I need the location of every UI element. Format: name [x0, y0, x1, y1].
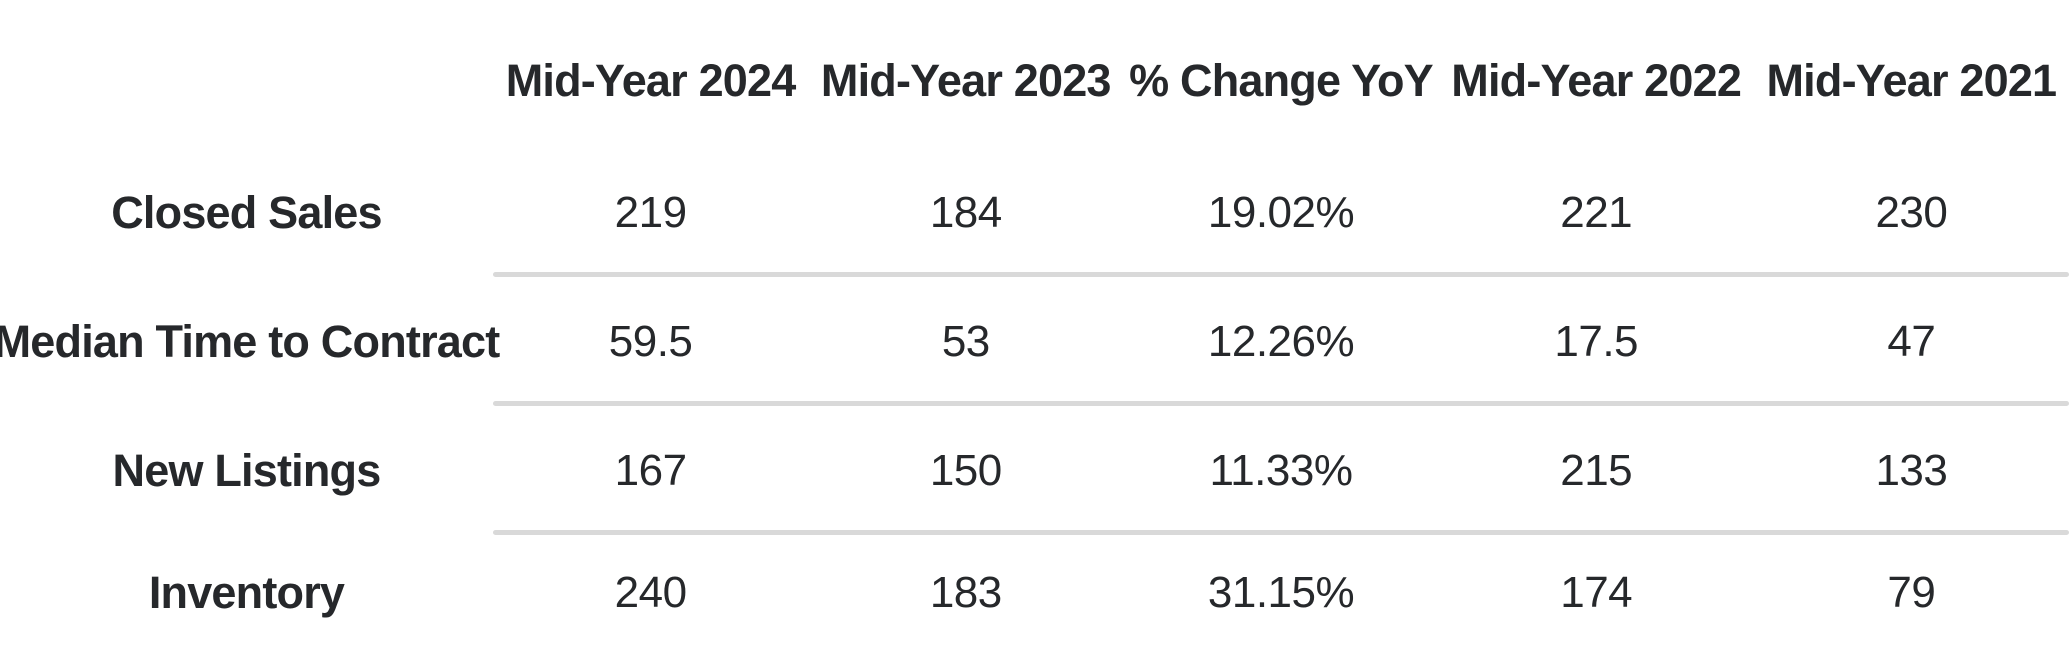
column-header-pct-change-yoy: % Change YoY: [1129, 55, 1434, 106]
cell-median-time-2023: 53: [941, 316, 990, 366]
cell-closed-sales-2023: 184: [929, 187, 1002, 237]
corner-cell: [0, 0, 493, 148]
column-header-mid-year-2022: Mid-Year 2022: [1451, 55, 1742, 106]
cell-inventory-2024: 240: [614, 567, 687, 617]
row-label-closed-sales: Closed Sales: [111, 186, 382, 238]
cell-median-time-2021: 47: [1887, 316, 1936, 366]
cell-closed-sales-yoy: 19.02%: [1207, 187, 1355, 237]
cell-inventory-2021: 79: [1887, 567, 1936, 617]
cell-closed-sales-2024: 219: [614, 187, 687, 237]
column-header-mid-year-2023: Mid-Year 2023: [820, 55, 1112, 106]
row-label-inventory: Inventory: [148, 566, 345, 618]
cell-inventory-2022: 174: [1560, 567, 1633, 617]
row-label-new-listings: New Listings: [112, 444, 382, 496]
cell-median-time-yoy: 12.26%: [1207, 316, 1355, 366]
cell-new-listings-2023: 150: [929, 445, 1002, 495]
cell-new-listings-2021: 133: [1875, 445, 1948, 495]
cell-new-listings-2022: 215: [1560, 445, 1633, 495]
cell-median-time-2024: 59.5: [608, 316, 693, 366]
cell-median-time-2022: 17.5: [1554, 316, 1639, 366]
row-divider: [493, 401, 2069, 406]
column-header-mid-year-2021: Mid-Year 2021: [1766, 55, 2058, 106]
cell-new-listings-2024: 167: [614, 445, 687, 495]
cell-closed-sales-2022: 221: [1560, 187, 1633, 237]
cell-closed-sales-2021: 230: [1875, 187, 1948, 237]
column-header-mid-year-2024: Mid-Year 2024: [505, 55, 797, 106]
row-divider: [493, 272, 2069, 277]
row-divider: [493, 530, 2069, 535]
cell-inventory-2023: 183: [929, 567, 1002, 617]
cell-new-listings-yoy: 11.33%: [1209, 445, 1353, 495]
cell-inventory-yoy: 31.15%: [1207, 567, 1355, 617]
row-label-median-time-to-contract: Median Time to Contract: [0, 315, 500, 367]
